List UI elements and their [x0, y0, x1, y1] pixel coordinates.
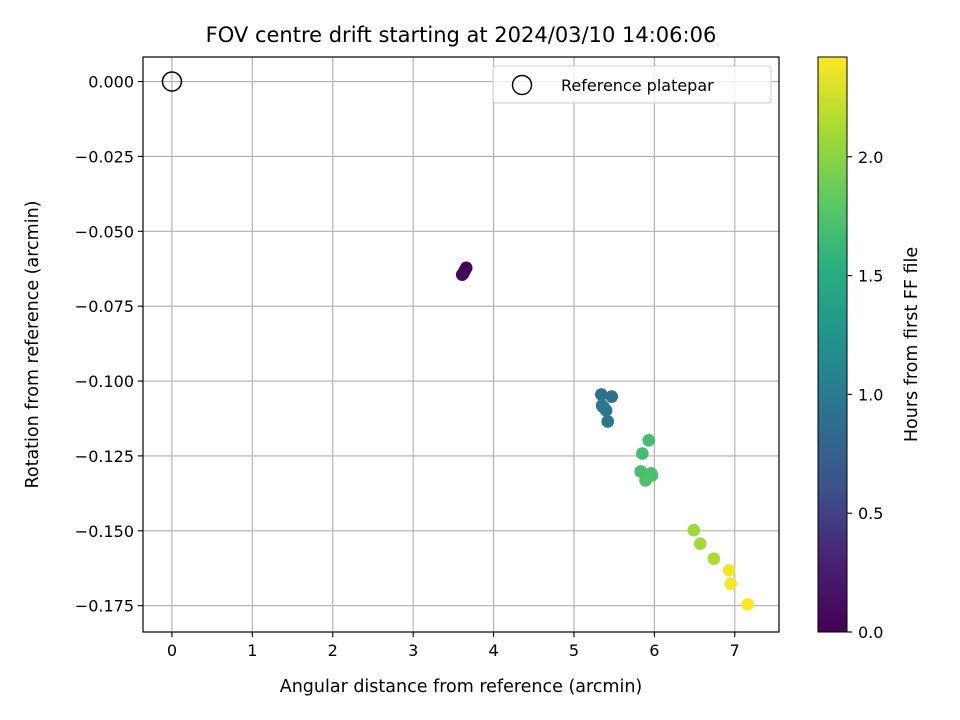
colorbar-tick-label: 0.0 [858, 623, 883, 642]
chart-title: FOV centre drift starting at 2024/03/10 … [206, 23, 717, 47]
y-tick-label: −0.125 [75, 447, 134, 466]
data-point [605, 390, 619, 403]
colorbar-ticks: 0.0 0.5 1.0 1.5 2.0 [847, 148, 883, 642]
legend-reference-marker [511, 74, 533, 96]
legend-box [492, 65, 772, 104]
data-point [741, 598, 754, 611]
colorbar-tick-label: 1.5 [858, 267, 883, 286]
grid-lines [143, 57, 779, 632]
y-tick-label: −0.175 [75, 597, 134, 616]
legend: Reference platepar [492, 65, 772, 104]
x-tick-label: 5 [569, 641, 579, 660]
data-point [601, 415, 615, 428]
x-tick-label: 3 [408, 641, 418, 660]
x-tick-label: 6 [649, 641, 659, 660]
reference-platepar-point [161, 71, 183, 92]
data-point [707, 552, 721, 565]
colorbar-tick-label: 0.5 [858, 504, 883, 523]
data-point [639, 474, 652, 487]
data-point [722, 564, 736, 577]
data-points [161, 71, 754, 611]
data-point [599, 404, 613, 417]
colorbar-tick-label: 2.0 [858, 148, 883, 167]
x-tick-label: 4 [488, 641, 498, 660]
x-tick-label: 0 [167, 641, 177, 660]
y-axis-label: Rotation from reference (arcmin) [23, 201, 43, 489]
colorbar-tick-label: 1.0 [858, 385, 883, 404]
data-point [642, 434, 656, 447]
x-tick-label: 2 [328, 641, 338, 660]
data-point [693, 537, 707, 550]
data-point [724, 577, 738, 591]
plot-frame [142, 56, 780, 633]
y-tick-label: −0.100 [75, 372, 134, 391]
colorbar-label: Hours from first FF file [902, 247, 922, 442]
data-point [455, 268, 469, 282]
y-tick-label: −0.025 [75, 147, 134, 166]
x-axis-label: Angular distance from reference (arcmin) [280, 677, 643, 697]
y-tick-label: 0.000 [88, 73, 134, 92]
x-tick-label: 1 [247, 641, 257, 660]
data-point [636, 447, 649, 460]
axis-ticks: 0 1 2 3 4 5 6 7 0.000 −0.025 −0.050 −0.075 −0.100 −0.… [75, 73, 740, 660]
y-tick-label: −0.075 [75, 297, 134, 316]
data-point [595, 388, 608, 401]
y-tick-label: −0.150 [75, 522, 134, 541]
legend-entry-reference: Reference platepar [561, 76, 714, 95]
x-tick-label: 7 [730, 641, 740, 660]
data-point [687, 523, 701, 537]
colorbar [817, 56, 848, 633]
y-tick-label: −0.050 [75, 222, 134, 241]
